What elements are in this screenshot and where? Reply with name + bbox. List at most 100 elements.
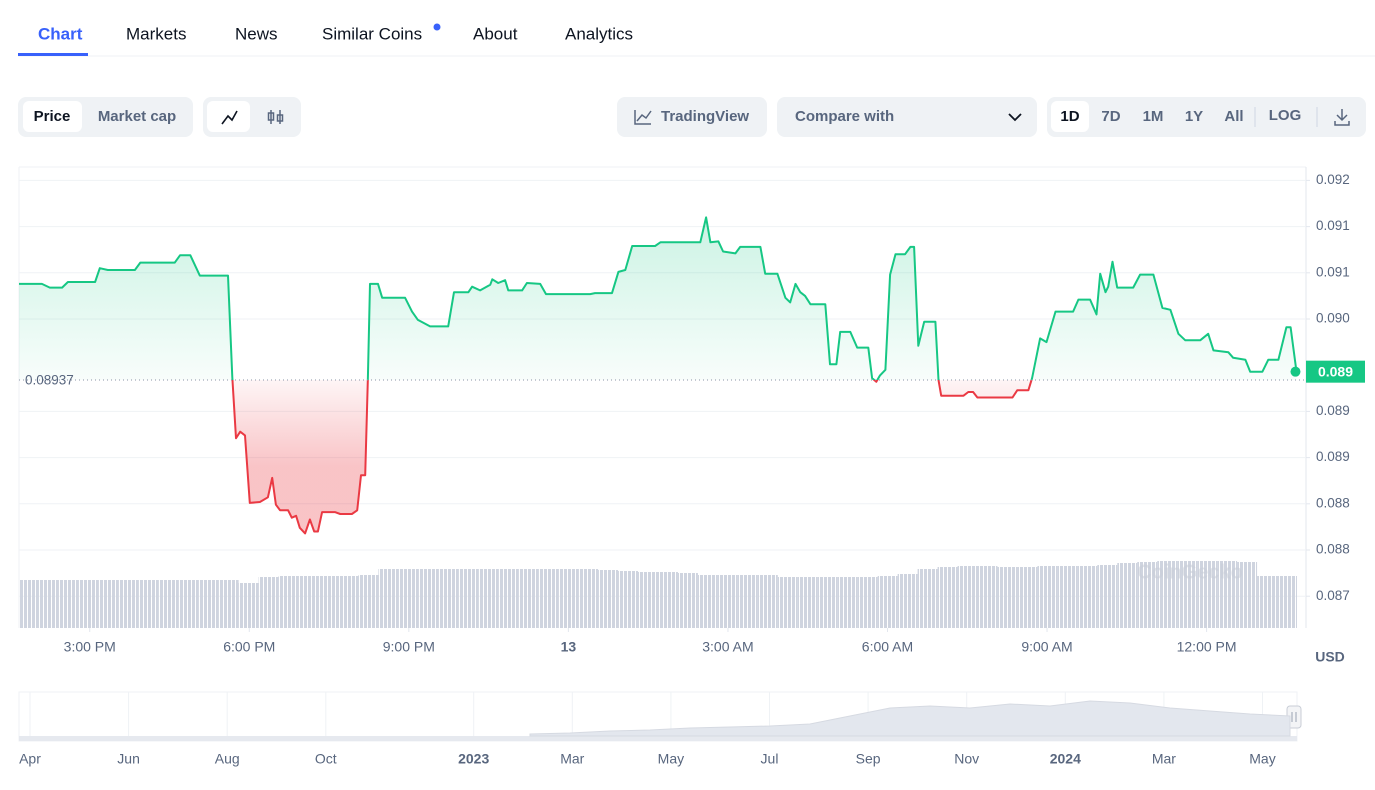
navigator-label: Jul — [761, 751, 779, 767]
volume-bar — [757, 575, 778, 628]
volume-bar — [258, 577, 279, 628]
y-tick-label: 0.089 — [1316, 449, 1350, 464]
navigator-label: 2023 — [458, 751, 489, 767]
navigator-label: Mar — [560, 751, 584, 767]
volume-bar — [158, 580, 179, 628]
compare-select[interactable] — [777, 97, 1037, 137]
toggle-price[interactable]: Price — [34, 108, 71, 125]
navigator-label: Aug — [215, 751, 240, 767]
volume-bar — [897, 574, 918, 628]
tab[interactable]: Chart — [38, 24, 83, 43]
volume-bar — [877, 576, 898, 628]
tradingview-icon — [634, 110, 652, 125]
volume-bar — [817, 577, 838, 628]
current-dot — [1290, 366, 1301, 377]
volume-bar — [118, 580, 139, 628]
tab[interactable]: Similar Coins — [322, 24, 422, 43]
x-tick-label: 12:00 PM — [1177, 639, 1237, 655]
y-tick-label: 0.091 — [1316, 264, 1350, 279]
range-button[interactable]: All — [1224, 108, 1243, 125]
volume-bar — [438, 569, 459, 628]
navigator-label: Sep — [856, 751, 881, 767]
volume-bar — [38, 580, 59, 628]
volume-bar — [558, 569, 579, 628]
volume-bar — [977, 566, 998, 628]
volume-bar — [677, 573, 698, 628]
chevron-icon — [1008, 113, 1022, 122]
toggle-market-cap[interactable]: Market cap — [98, 108, 176, 125]
tab[interactable]: News — [235, 24, 278, 43]
volume-bar — [298, 576, 319, 628]
tab[interactable]: About — [473, 24, 518, 43]
volume-bar — [1197, 561, 1218, 628]
volume-bar — [1277, 576, 1297, 628]
volume-bar — [917, 569, 938, 628]
y-tick-label: 0.092 — [1316, 172, 1350, 187]
navigator-label: Jun — [117, 751, 140, 767]
volume-bar — [398, 569, 419, 628]
volume-bar — [478, 569, 499, 628]
volume-bar — [737, 575, 758, 628]
volume-bar — [338, 576, 359, 628]
x-tick-label: 13 — [561, 639, 577, 655]
log-toggle[interactable]: LOG — [1269, 107, 1302, 124]
volume-bar — [618, 571, 639, 628]
download-icon[interactable] — [1334, 109, 1350, 126]
line-icon[interactable] — [221, 110, 238, 125]
range-button[interactable]: 7D — [1101, 108, 1120, 125]
volume-bar — [697, 575, 718, 628]
volume-bar — [458, 569, 479, 628]
baseline-label: 0.08937 — [25, 373, 74, 388]
x-tick-label: 6:00 AM — [862, 639, 913, 655]
x-tick-label: 9:00 AM — [1021, 639, 1072, 655]
volume-bar — [598, 570, 619, 628]
volume-bar — [518, 569, 539, 628]
volume-bar — [1097, 565, 1118, 628]
x-tick-label: 3:00 AM — [702, 639, 753, 655]
tradingview-label[interactable]: TradingView — [661, 108, 749, 125]
navigator-label: May — [658, 751, 684, 767]
volume-bar — [358, 575, 379, 628]
compare-label[interactable]: Compare with — [795, 108, 894, 125]
volume-bar — [857, 577, 878, 628]
volume-bar — [378, 569, 399, 628]
volume-bar — [1237, 562, 1258, 628]
y-tick-label: 0.088 — [1316, 495, 1350, 510]
current-price-label: 0.089 — [1318, 363, 1353, 379]
volume-bar — [997, 567, 1018, 628]
volume-bar — [578, 569, 599, 628]
volume-bar — [1057, 566, 1078, 628]
tradingview-button[interactable] — [617, 97, 767, 137]
volume-bar — [58, 580, 79, 628]
volume-bar — [218, 580, 239, 628]
volume-bar — [937, 567, 958, 628]
volume-bar — [1037, 566, 1058, 628]
volume-bar — [658, 572, 678, 628]
navigator-label: 2024 — [1050, 751, 1081, 767]
volume-bar — [238, 583, 259, 628]
navigator-label: Nov — [954, 751, 979, 767]
volume-bar — [1157, 561, 1178, 628]
volume-bar — [1137, 562, 1158, 628]
x-tick-label: 9:00 PM — [383, 639, 435, 655]
candle-icon[interactable] — [267, 110, 284, 124]
tab[interactable]: Markets — [126, 24, 186, 43]
watermark: CoinGecko — [1137, 561, 1243, 583]
x-tick-label: 3:00 PM — [64, 639, 116, 655]
range-button[interactable]: 1D — [1060, 108, 1079, 125]
volume-bar — [538, 569, 559, 628]
range-button[interactable]: 1Y — [1185, 108, 1203, 125]
notification-dot — [433, 23, 441, 31]
volume-bar — [278, 576, 299, 628]
currency-label: USD — [1315, 649, 1345, 665]
tab[interactable]: Analytics — [565, 24, 633, 43]
volume-bar — [957, 566, 978, 628]
y-tick-label: 0.088 — [1316, 542, 1350, 557]
range-button[interactable]: 1M — [1143, 108, 1164, 125]
navigator-label: Apr — [19, 751, 41, 767]
toggle-active — [23, 101, 82, 132]
price-line — [19, 216, 1298, 535]
volume-bar — [1077, 566, 1098, 628]
volume-bar — [797, 577, 818, 628]
